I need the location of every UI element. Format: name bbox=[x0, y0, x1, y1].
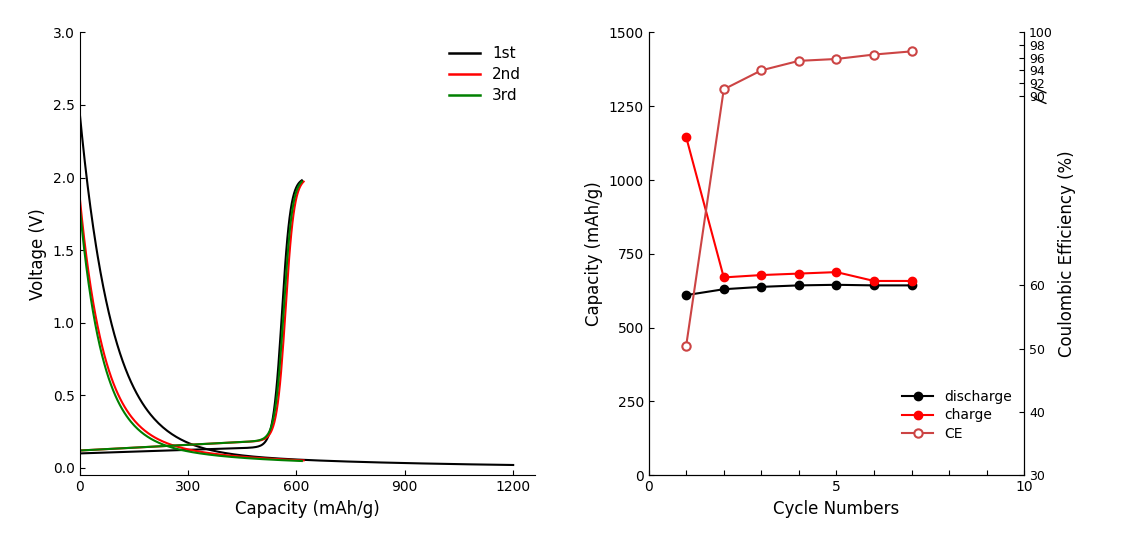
charge bbox=[867, 278, 881, 284]
discharge bbox=[717, 286, 731, 293]
Y-axis label: Capacity (mAh/g): Capacity (mAh/g) bbox=[585, 181, 603, 326]
discharge bbox=[792, 282, 806, 288]
X-axis label: Capacity (mAh/g): Capacity (mAh/g) bbox=[234, 500, 380, 518]
discharge bbox=[867, 282, 881, 288]
CE bbox=[830, 56, 843, 62]
CE bbox=[867, 51, 881, 58]
X-axis label: Cycle Numbers: Cycle Numbers bbox=[774, 500, 899, 518]
discharge bbox=[679, 292, 693, 299]
Y-axis label: Coulombic Efficiency (%): Coulombic Efficiency (%) bbox=[1058, 151, 1077, 357]
Line: discharge: discharge bbox=[682, 281, 916, 299]
discharge bbox=[754, 284, 768, 290]
charge bbox=[792, 271, 806, 277]
CE bbox=[792, 58, 806, 64]
charge bbox=[754, 272, 768, 278]
charge bbox=[717, 274, 731, 281]
charge bbox=[905, 278, 918, 284]
Line: charge: charge bbox=[682, 133, 916, 285]
CE bbox=[717, 86, 731, 92]
charge bbox=[679, 134, 693, 140]
CE bbox=[754, 67, 768, 73]
charge bbox=[830, 269, 843, 275]
discharge bbox=[830, 281, 843, 288]
Legend: discharge, charge, CE: discharge, charge, CE bbox=[897, 384, 1017, 446]
CE bbox=[905, 48, 918, 55]
Y-axis label: Voltage (V): Voltage (V) bbox=[30, 208, 48, 300]
Line: CE: CE bbox=[682, 47, 916, 350]
Legend: 1st, 2nd, 3rd: 1st, 2nd, 3rd bbox=[443, 40, 527, 110]
discharge bbox=[905, 282, 918, 288]
CE bbox=[679, 342, 693, 349]
